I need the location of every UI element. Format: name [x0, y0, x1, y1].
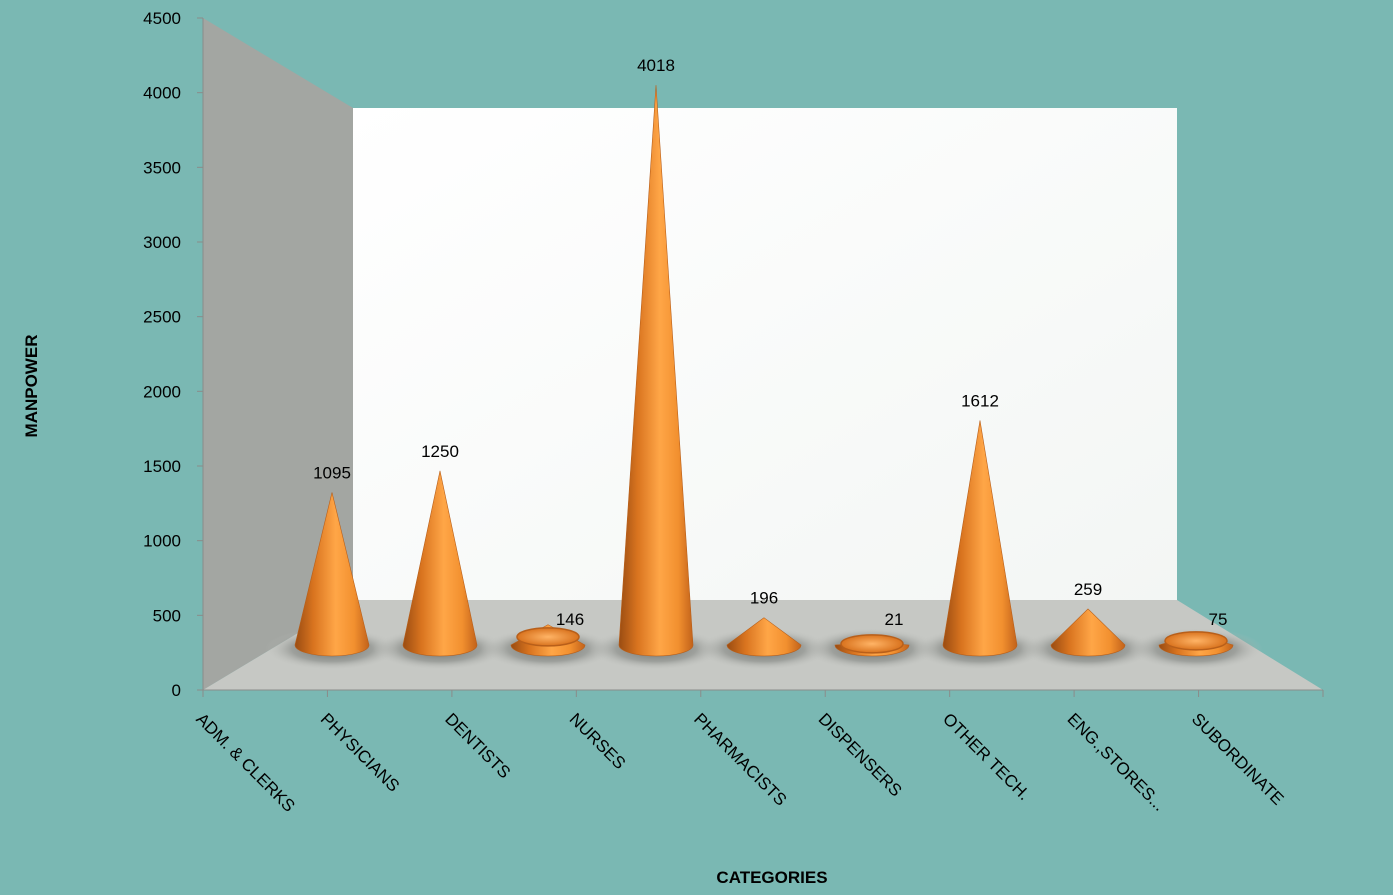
- y-tick-label: 1000: [143, 532, 181, 551]
- x-axis-ticks: [202, 690, 1324, 697]
- category-label: ADM. & CLERKS: [192, 709, 298, 815]
- category-label: OTHER TECH.: [939, 709, 1034, 804]
- x-axis-title: CATEGORIES: [716, 868, 827, 887]
- back-wall: [353, 108, 1177, 600]
- y-tick-label: 0: [172, 681, 181, 700]
- cone-bar: [942, 420, 1018, 657]
- y-tick-label: 3000: [143, 233, 181, 252]
- data-label: 1250: [421, 442, 459, 461]
- data-label: 21: [885, 610, 904, 629]
- cones: [265, 85, 1263, 670]
- y-tick-label: 2500: [143, 308, 181, 327]
- y-tick-label: 2000: [143, 382, 181, 401]
- category-label: SUBORDINATE: [1188, 709, 1287, 808]
- data-label: 146: [556, 610, 584, 629]
- cone-bar: [726, 617, 802, 657]
- y-tick-label: 500: [153, 606, 181, 625]
- cone-bar: [618, 85, 694, 657]
- cone-base: [840, 634, 904, 654]
- data-label: 4018: [637, 56, 675, 75]
- side-wall: [203, 18, 353, 690]
- cone-bar: [294, 492, 370, 657]
- y-tick-label: 4000: [143, 84, 181, 103]
- category-label: DENTISTS: [441, 709, 514, 782]
- y-axis-ticks: 0 500 1000 1500 2000 2500 3000 3500 4000 4500: [143, 9, 203, 700]
- cone-bar: [1050, 608, 1126, 657]
- data-label: 196: [750, 589, 778, 608]
- category-label: ENG.,STORES...: [1064, 709, 1169, 814]
- category-label: PHARMACISTS: [690, 709, 790, 809]
- category-labels: ADM. & CLERKS PHYSICIANS DENTISTS NURSES PHA…: [192, 709, 1287, 815]
- category-label: PHYSICIANS: [317, 709, 403, 795]
- y-tick-label: 4500: [143, 9, 181, 28]
- data-label: 1612: [961, 391, 999, 410]
- data-label: 75: [1209, 610, 1228, 629]
- cone-bar: [402, 470, 478, 657]
- data-label: 259: [1074, 580, 1102, 599]
- cone-base: [516, 627, 580, 647]
- category-label: NURSES: [566, 709, 630, 773]
- category-label: DISPENSERS: [815, 709, 906, 800]
- y-axis-title: MANPOWER: [22, 335, 41, 438]
- cone-base: [1164, 631, 1228, 651]
- y-tick-label: 3500: [143, 158, 181, 177]
- data-labels: 1095 1250 146 4018 196 21 1612 259 75: [313, 56, 1227, 629]
- y-tick-label: 1500: [143, 457, 181, 476]
- data-label: 1095: [313, 463, 351, 482]
